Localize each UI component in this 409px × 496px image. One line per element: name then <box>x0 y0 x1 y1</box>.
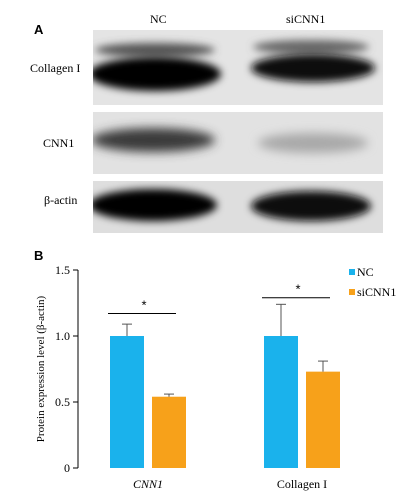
row-label-collagen: Collagen I <box>30 61 81 75</box>
bar-collagen-sicnn1 <box>306 371 340 468</box>
band-cnn1-nc <box>93 128 215 152</box>
band-collagen-nc-upper <box>95 43 215 57</box>
y-tick-label: 0 <box>64 461 70 475</box>
row-label-cnn1: CNN1 <box>43 136 75 150</box>
y-axis-label: Protein expression level (β-actin) <box>35 295 47 442</box>
lane-label-nc: NC <box>150 12 167 26</box>
band-collagen-nc <box>93 57 221 91</box>
y-tick-label: 1.5 <box>55 263 70 277</box>
legend-swatch-nc <box>349 269 355 275</box>
bar-chart: 0 0.5 1.0 1.5 Protein expression level (β-ac… <box>35 263 396 491</box>
panel-b-letter: B <box>34 248 44 263</box>
x-category-label: CNN1 <box>133 477 163 491</box>
legend-label-sicnn1: siCNN1 <box>357 285 396 299</box>
y-tick-label: 1.0 <box>55 329 70 343</box>
bar-cnn1-sicnn1 <box>152 396 186 468</box>
significance-star: * <box>141 298 146 313</box>
blot-collagen <box>93 30 383 105</box>
band-actin-sicnn1 <box>251 191 371 221</box>
y-tick-label: 0.5 <box>55 395 70 409</box>
band-collagen-sicnn1-upper <box>253 40 369 54</box>
panel-a-letter: A <box>34 22 44 37</box>
legend-swatch-sicnn1 <box>349 289 355 295</box>
band-collagen-sicnn1 <box>251 54 375 82</box>
band-cnn1-sicnn1 <box>258 133 368 153</box>
row-label-beta-actin: β-actin <box>44 193 78 207</box>
blot-beta-actin <box>93 181 383 233</box>
band-actin-nc <box>93 189 217 221</box>
lane-label-sicnn1: siCNN1 <box>286 12 326 26</box>
legend-label-nc: NC <box>357 265 374 279</box>
x-category-label: Collagen I <box>277 477 327 491</box>
bar-cnn1-nc <box>110 336 144 468</box>
significance-star: * <box>295 282 300 297</box>
blot-cnn1 <box>93 112 383 174</box>
bar-collagen-nc <box>264 336 298 468</box>
